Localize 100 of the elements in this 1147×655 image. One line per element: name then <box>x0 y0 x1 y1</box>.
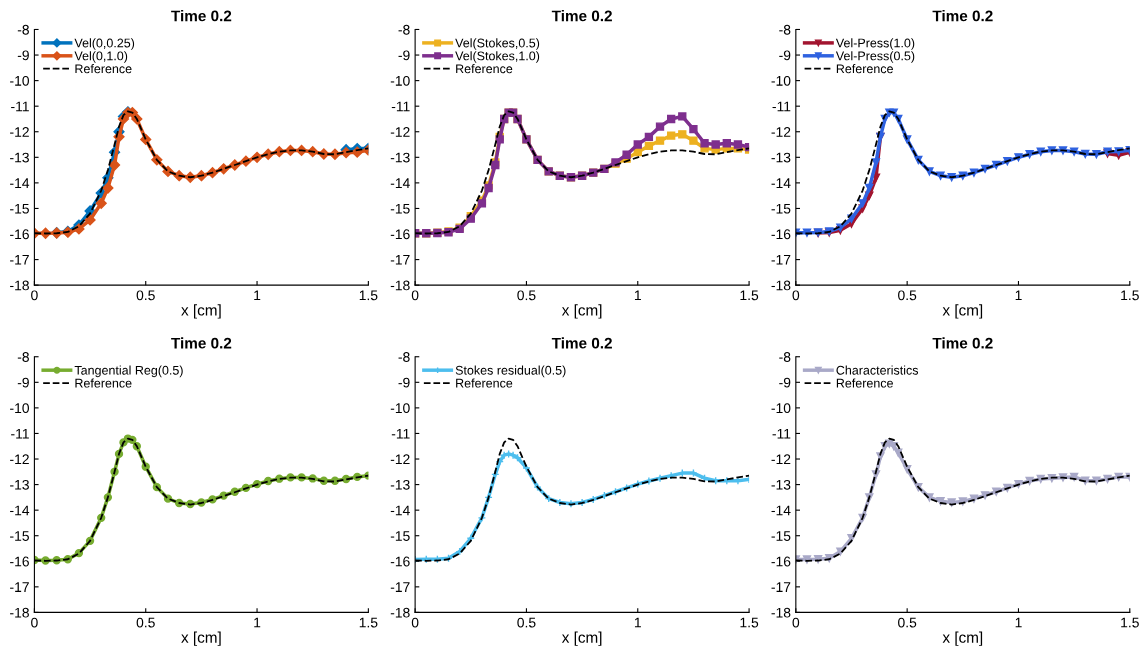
x-tick-label: 1 <box>634 290 641 301</box>
y-tick-label: -14 <box>771 178 791 188</box>
x-tick-label: 0.5 <box>517 290 536 301</box>
x-axis-title: x [cm] <box>561 304 602 319</box>
x-tick-label: 0 <box>31 617 38 628</box>
y-tick-label: -9 <box>779 50 791 61</box>
x-tick-label: 1.5 <box>740 617 759 628</box>
legend-label: Vel(Stokes,0.5) <box>455 38 540 50</box>
y-tick-label: -10 <box>10 75 30 86</box>
x-tick-label: 1.5 <box>740 290 759 301</box>
x-axis-title: x [cm] <box>561 631 602 646</box>
x-tick-label: 0.5 <box>136 290 155 301</box>
legend-label: Reference <box>75 378 132 388</box>
y-tick-label: -18 <box>390 607 410 618</box>
legend-label: Stokes residual(0.5) <box>455 365 566 378</box>
y-tick-label: -8 <box>779 24 791 35</box>
y-tick-label: -18 <box>390 280 410 291</box>
chart-title: Time 0.2 <box>551 10 612 22</box>
y-tick-label: -15 <box>390 531 410 541</box>
y-tick-label: -15 <box>771 531 791 541</box>
chart-title: Time 0.2 <box>932 10 993 22</box>
chart-title: Time 0.2 <box>171 337 232 349</box>
y-tick-label: -18 <box>771 607 791 618</box>
y-tick-label: -12 <box>10 127 29 137</box>
legend-label: Vel(0,0.25) <box>74 38 135 50</box>
y-tick-label: -16 <box>10 556 29 567</box>
y-tick-label: -17 <box>390 255 410 265</box>
legend-label: Tangential Reg(0.5) <box>74 365 183 378</box>
y-tick-label: -13 <box>10 479 29 490</box>
y-tick-label: -17 <box>771 582 791 592</box>
y-tick-label: -10 <box>771 75 791 86</box>
y-tick-label: -8 <box>779 352 791 362</box>
x-tick-label: 0 <box>411 617 419 628</box>
x-tick-label: 1.5 <box>359 617 378 628</box>
y-tick-label: -9 <box>398 377 410 388</box>
x-tick-label: 0 <box>411 290 419 301</box>
x-tick-label: 0 <box>792 617 800 628</box>
x-tick-label: 0 <box>31 290 38 301</box>
y-tick-label: -9 <box>398 50 410 61</box>
y-tick-label: -11 <box>391 428 410 439</box>
y-tick-label: -16 <box>390 229 410 240</box>
y-tick-label: -17 <box>771 255 791 265</box>
legend-label: Vel(0,1.0) <box>74 51 128 63</box>
y-tick-label: -17 <box>390 582 410 592</box>
x-axis-title: x [cm] <box>942 304 983 319</box>
y-tick-label: -15 <box>390 203 410 214</box>
y-tick-label: -16 <box>771 556 791 567</box>
y-tick-label: -14 <box>390 505 410 516</box>
y-tick-label: -11 <box>391 101 410 112</box>
y-tick-label: -10 <box>390 403 410 414</box>
legend-label: Reference <box>836 378 893 388</box>
legend-label: Vel(Stokes,1.0) <box>455 51 540 63</box>
y-tick-label: -15 <box>771 203 791 214</box>
y-tick-label: -13 <box>390 479 410 490</box>
x-tick-label: 1.5 <box>1121 290 1139 301</box>
legend-label: Vel-Press(1.0) <box>835 38 915 50</box>
y-tick-label: -14 <box>771 505 791 516</box>
y-tick-label: -17 <box>10 582 29 592</box>
x-tick-label: 0 <box>792 290 800 301</box>
y-tick-label: -16 <box>771 229 791 240</box>
y-tick-label: -13 <box>771 152 791 163</box>
y-tick-label: -9 <box>17 377 29 388</box>
y-tick-label: -18 <box>10 607 29 618</box>
y-tick-label: -18 <box>771 280 791 291</box>
legend-label: Vel-Press(0.5) <box>835 51 915 63</box>
y-tick-label: -11 <box>11 428 29 439</box>
legend-label: Reference <box>456 378 513 388</box>
y-tick-label: -17 <box>10 255 29 265</box>
x-tick-label: 1 <box>254 290 261 301</box>
y-tick-label: -8 <box>17 352 29 362</box>
y-tick-label: -11 <box>772 101 791 112</box>
y-tick-label: -8 <box>17 24 29 35</box>
chart-title: Time 0.2 <box>932 337 993 349</box>
y-tick-label: -16 <box>390 556 410 567</box>
y-tick-label: -15 <box>10 531 29 541</box>
legend-label: Reference <box>836 64 893 74</box>
x-tick-label: 1.5 <box>359 290 378 301</box>
x-tick-label: 1 <box>254 617 261 628</box>
y-tick-label: -9 <box>779 377 791 388</box>
x-tick-label: 0.5 <box>136 617 155 628</box>
x-tick-label: 0.5 <box>898 617 917 628</box>
x-tick-label: 0.5 <box>517 617 536 628</box>
y-tick-label: -12 <box>771 454 791 465</box>
x-tick-label: 1 <box>634 617 641 628</box>
x-axis-title: x [cm] <box>181 304 221 319</box>
y-tick-label: -14 <box>390 178 410 188</box>
y-tick-label: -12 <box>390 454 410 465</box>
y-tick-label: -11 <box>11 101 29 112</box>
y-tick-label: -15 <box>10 203 29 214</box>
y-tick-label: -12 <box>771 127 791 137</box>
y-tick-label: -13 <box>771 479 791 490</box>
legend-label: Reference <box>456 64 513 74</box>
x-tick-label: 1 <box>1015 617 1022 628</box>
chart-title: Time 0.2 <box>171 10 232 22</box>
y-tick-label: -10 <box>771 403 791 414</box>
x-tick-label: 1 <box>1015 290 1022 301</box>
legend-label: Reference <box>75 64 132 74</box>
y-tick-label: -14 <box>10 178 30 188</box>
x-tick-label: 0.5 <box>898 290 917 301</box>
y-tick-label: -8 <box>398 352 410 362</box>
